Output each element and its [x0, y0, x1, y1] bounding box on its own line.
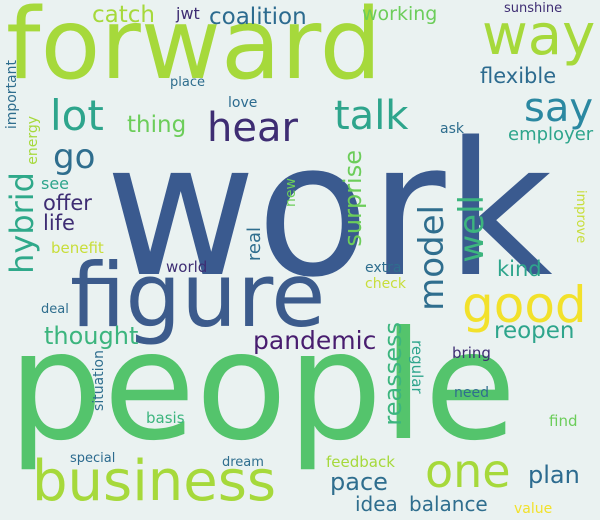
word-flexible: flexible — [480, 64, 557, 88]
word-feedback: feedback — [326, 453, 395, 471]
word-special: special — [70, 451, 116, 466]
word-basis: basis — [146, 409, 185, 427]
word-hear: hear — [207, 105, 298, 151]
word-see: see — [41, 174, 70, 193]
word-forward: forward — [6, 0, 382, 102]
word-offer: offer — [43, 191, 92, 215]
word-reopen: reopen — [494, 318, 575, 344]
word-jwt: jwt — [176, 4, 200, 23]
word-go: go — [53, 137, 96, 177]
word-reassess: reassess — [379, 322, 407, 426]
word-catch: catch — [92, 2, 155, 28]
word-pandemic: pandemic — [253, 326, 377, 355]
word-working: working — [362, 3, 438, 25]
word-idea: idea — [355, 492, 398, 516]
word-way: way — [482, 3, 596, 68]
word-plan: plan — [528, 461, 580, 489]
word-say: say — [524, 85, 594, 131]
word-surprise: surprise — [339, 150, 367, 247]
word-find: find — [549, 412, 578, 430]
word-improve: improve — [573, 190, 588, 244]
word-sunshine: sunshine — [504, 1, 563, 16]
word-business: business — [32, 449, 277, 514]
word-value: value — [514, 501, 553, 517]
word-talk: talk — [334, 93, 409, 139]
word-extra: extra — [365, 260, 402, 276]
word-work: work — [105, 102, 553, 318]
word-new: new — [283, 178, 299, 207]
word-well: well — [452, 195, 492, 263]
word-love: love — [228, 95, 258, 111]
word-life: life — [43, 211, 75, 235]
word-place: place — [170, 75, 205, 90]
word-regular: regular — [408, 340, 426, 394]
word-coalition: coalition — [209, 4, 307, 30]
word-energy: energy — [25, 116, 41, 165]
word-lot: lot — [50, 91, 104, 140]
word-balance: balance — [409, 492, 488, 516]
word-good: good — [462, 276, 587, 334]
word-model: model — [412, 205, 452, 311]
word-bring: bring — [452, 344, 491, 362]
word-hybrid: hybrid — [3, 172, 41, 274]
word-thing: thing — [127, 112, 187, 138]
word-pace: pace — [330, 468, 388, 496]
word-figure: figure — [70, 244, 326, 347]
word-thought: thought — [44, 322, 139, 350]
word-one: one — [425, 444, 511, 498]
word-kind: kind — [497, 257, 542, 281]
word-check: check — [365, 276, 406, 292]
word-people: people — [8, 300, 517, 474]
word-real: real — [244, 227, 265, 262]
word-deal: deal — [41, 302, 69, 317]
word-need: need — [454, 385, 489, 401]
word-important: important — [4, 60, 20, 130]
word-ask: ask — [440, 121, 464, 137]
word-employer: employer — [508, 124, 594, 145]
word-dream: dream — [222, 455, 264, 470]
word-situation: situation — [91, 350, 107, 411]
word-benefit: benefit — [51, 239, 104, 257]
word-world: world — [166, 258, 208, 276]
